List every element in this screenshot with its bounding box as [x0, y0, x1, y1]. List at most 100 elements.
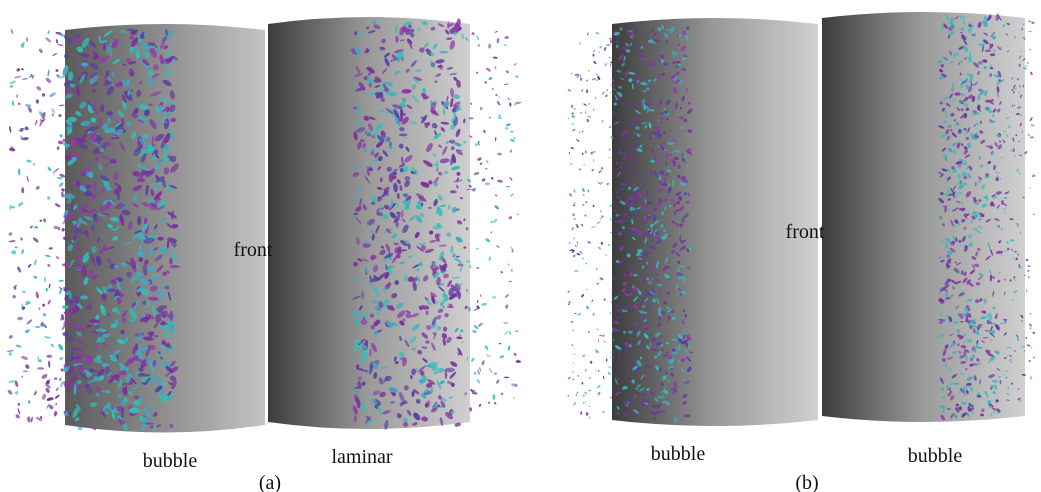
- speckle: [592, 204, 595, 207]
- speckle: [579, 250, 583, 254]
- speckle: [500, 392, 504, 396]
- speckle: [67, 337, 75, 343]
- speckle: [18, 102, 21, 105]
- speckle: [30, 417, 33, 423]
- speckle: [510, 131, 514, 133]
- speckle: [1031, 124, 1035, 127]
- speckle: [8, 351, 13, 356]
- speckle: [609, 126, 612, 128]
- speckle: [18, 168, 21, 175]
- speckle: [582, 204, 585, 207]
- speckle: [1032, 174, 1036, 177]
- speckle: [1029, 327, 1031, 329]
- speckle: [8, 380, 15, 384]
- speckle: [658, 75, 660, 81]
- speckle: [477, 157, 482, 161]
- speckle: [571, 371, 574, 374]
- speckle: [599, 51, 600, 53]
- speckle: [57, 44, 63, 47]
- speckle: [481, 360, 485, 366]
- speckle: [1030, 313, 1032, 315]
- speckle: [458, 292, 461, 300]
- speckle: [16, 266, 22, 273]
- speckle: [1029, 117, 1033, 122]
- speckle: [488, 401, 491, 404]
- speckle: [17, 316, 23, 320]
- speckle: [477, 300, 479, 303]
- speckle: [601, 119, 603, 122]
- speckle: [609, 204, 612, 207]
- speckle: [496, 379, 500, 384]
- speckle: [480, 107, 483, 111]
- speckle: [572, 353, 576, 356]
- speckle: [573, 237, 575, 239]
- speckle: [8, 240, 15, 243]
- speckle: [586, 289, 588, 290]
- speckle: [596, 73, 599, 77]
- speckle: [593, 158, 595, 162]
- speckle: [573, 254, 576, 257]
- speckle: [598, 170, 602, 174]
- speckle: [1030, 136, 1034, 138]
- speckle: [17, 403, 20, 407]
- speckle: [89, 368, 94, 372]
- speckle: [510, 149, 512, 152]
- speckle: [1031, 347, 1033, 349]
- speckle: [39, 220, 42, 222]
- speckle: [498, 96, 500, 99]
- speckle: [582, 394, 585, 397]
- speckle: [584, 214, 587, 217]
- speckle: [490, 176, 494, 180]
- speckle: [471, 32, 475, 36]
- speckle: [1027, 62, 1029, 64]
- speckle: [603, 298, 606, 301]
- speckle: [35, 291, 40, 299]
- speckle: [58, 140, 64, 145]
- speckle: [22, 303, 23, 310]
- speckle: [569, 242, 571, 244]
- speckle: [34, 119, 38, 126]
- speckle: [583, 103, 587, 106]
- speckle: [374, 79, 382, 83]
- speckle: [43, 313, 46, 317]
- speckle: [582, 188, 586, 193]
- speckle: [607, 372, 611, 376]
- speckle: [1028, 276, 1029, 278]
- speckle: [55, 69, 58, 72]
- speckle: [572, 362, 573, 364]
- speckle: [571, 320, 574, 323]
- speckle: [585, 368, 588, 372]
- speckle: [476, 71, 479, 74]
- speckle: [51, 113, 54, 116]
- speckle: [610, 218, 612, 220]
- speckle: [1025, 258, 1028, 261]
- speckle: [12, 100, 15, 106]
- speckle: [479, 367, 482, 372]
- speckle: [573, 218, 575, 220]
- speckle: [656, 182, 663, 184]
- speckle: [494, 66, 497, 70]
- speckle: [485, 167, 488, 170]
- speckle: [59, 134, 63, 138]
- speckle: [470, 102, 473, 105]
- speckle: [579, 168, 582, 171]
- speckle: [587, 116, 591, 118]
- speckle: [610, 39, 612, 43]
- speckle: [590, 361, 593, 364]
- panel-caption: (a): [259, 472, 281, 492]
- speckle: [587, 331, 590, 334]
- speckle: [492, 394, 495, 400]
- speckle: [509, 176, 513, 180]
- speckle: [491, 88, 494, 91]
- speckle: [129, 319, 136, 321]
- speckle: [571, 123, 574, 125]
- speckle: [45, 254, 51, 257]
- speckle: [581, 223, 584, 226]
- speckle: [17, 408, 21, 415]
- speckle: [486, 160, 489, 164]
- speckle: [1004, 197, 1007, 199]
- speckle: [495, 137, 497, 142]
- cylinder-label: laminar: [331, 446, 392, 468]
- speckle: [493, 57, 498, 59]
- speckle: [601, 215, 603, 217]
